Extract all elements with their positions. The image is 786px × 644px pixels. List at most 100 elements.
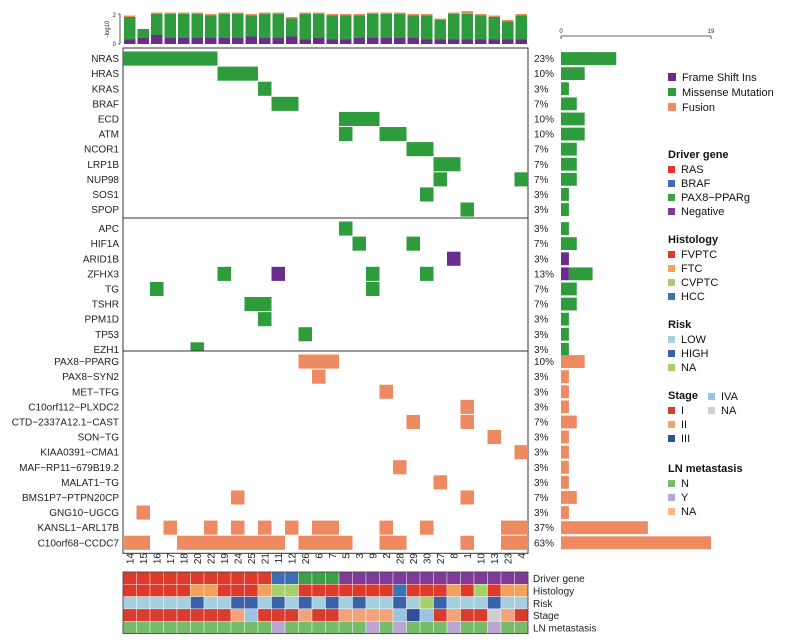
mutation-cell: [514, 520, 528, 535]
mutation-cell: [420, 266, 434, 281]
gene-label: C10orf112−PLXDC2: [28, 402, 119, 413]
mutation-cell: [325, 535, 339, 550]
top-bar-segment: [488, 39, 500, 44]
annotation-cell: [298, 571, 313, 585]
annotation-cell: [392, 584, 407, 597]
annotation-cell: [500, 584, 515, 597]
count-bar: [561, 82, 569, 96]
annotation-cell: [365, 608, 380, 622]
top-bar-segment: [137, 38, 149, 44]
count-bar: [561, 203, 569, 216]
mutation-cell: [285, 520, 299, 535]
annotation-cell: [122, 584, 137, 597]
annotation-cell: [176, 571, 191, 585]
gene-percent: 3%: [534, 448, 549, 459]
legend-label: N: [681, 478, 689, 490]
top-bar-segment: [502, 21, 514, 40]
mutation-cell: [231, 520, 245, 535]
count-bar: [561, 172, 577, 186]
gene-label: EZH1: [93, 345, 119, 356]
gene-percent: 7%: [534, 145, 549, 156]
sample-label: 7: [328, 553, 339, 559]
legend-title: LN metastasis: [668, 463, 743, 475]
count-bar: [561, 112, 585, 126]
gene-label: PPM1D: [85, 315, 119, 326]
legend-label: FTC: [681, 263, 702, 275]
top-bar-segment: [205, 15, 217, 38]
top-bar-segment: [326, 14, 338, 16]
gene-label: APC: [98, 224, 119, 235]
mutation-cell: [460, 535, 474, 550]
legend-swatch: [668, 194, 675, 201]
top-bar-segment: [434, 20, 446, 40]
annotation-cell: [203, 571, 218, 585]
top-bar-segment: [299, 39, 311, 44]
gene-percent: 3%: [534, 372, 549, 383]
top-bar-segment: [421, 14, 433, 16]
sample-label: 28: [395, 553, 406, 565]
annotation-cell: [311, 584, 326, 597]
annotation-cell: [433, 571, 448, 585]
sample-label: 15: [139, 553, 150, 565]
mutation-cell: [298, 327, 312, 342]
top-bar-segment: [461, 11, 473, 14]
mutation-cell: [190, 51, 204, 66]
mutation-cell: [244, 66, 258, 81]
count-bar: [561, 415, 577, 429]
annotation-cell: [487, 596, 502, 610]
top-bar-segment: [313, 14, 325, 38]
top-bar-segment: [245, 36, 257, 44]
annotation-cell: [190, 571, 205, 585]
sample-label: 14: [125, 553, 136, 565]
annotation-cell: [244, 596, 259, 610]
annotation-cell: [446, 571, 461, 585]
annotation-cell: [365, 571, 380, 585]
annotation-cell: [284, 571, 299, 585]
top-bar-segment: [475, 39, 487, 44]
annotation-cell: [473, 596, 488, 610]
annotation-cell: [230, 621, 245, 634]
mutation-cell: [136, 535, 150, 550]
gene-label: GNG10−UGCG: [49, 508, 119, 519]
annotation-cell: [311, 621, 326, 634]
top-bar-segment: [124, 15, 136, 17]
gene-group-frame: [122, 47, 529, 221]
annotation-cell: [122, 571, 137, 585]
annotation-cell: [338, 571, 353, 585]
top-bar-segment: [164, 38, 176, 44]
mutation-cell: [460, 490, 474, 505]
legend-swatch: [668, 336, 675, 343]
gene-label: NCOR1: [84, 145, 119, 156]
mutation-cell: [231, 490, 245, 505]
top-bar-segment: [488, 15, 500, 17]
annotation-cell: [271, 621, 286, 634]
gene-percent: 63%: [534, 538, 554, 549]
annotation-cell: [163, 571, 178, 585]
annotation-cell: [406, 608, 421, 622]
gene-label: MET−TFG: [72, 387, 119, 398]
annotation-cell: [203, 596, 218, 610]
annotation-cell: [284, 621, 299, 634]
top-bar-segment: [272, 14, 284, 38]
annotation-cell: [190, 621, 205, 634]
mutation-cell: [312, 369, 326, 384]
annotation-cell: [379, 621, 394, 634]
track-frame: [122, 571, 529, 634]
annotation-cell: [149, 571, 164, 585]
top-bar-segment: [191, 12, 203, 14]
count-bar: [561, 67, 585, 81]
legend-title: Driver gene: [668, 149, 729, 161]
sample-label: 18: [179, 553, 190, 565]
mutation-cell: [217, 266, 231, 281]
gene-label: ECD: [98, 114, 119, 125]
mutation-cell: [501, 520, 515, 535]
count-bar: [561, 460, 569, 474]
gene-label: C10orf68−CCDC7: [38, 538, 120, 549]
gene-label: NRAS: [91, 54, 119, 65]
annotation-cell: [473, 571, 488, 585]
sample-label: 9: [368, 553, 379, 559]
sample-label: 12: [287, 553, 298, 565]
gene-label: CTD−2337A12.1−CAST: [12, 417, 119, 428]
top-bar-segment: [448, 12, 460, 14]
annotation-cell: [244, 571, 259, 585]
